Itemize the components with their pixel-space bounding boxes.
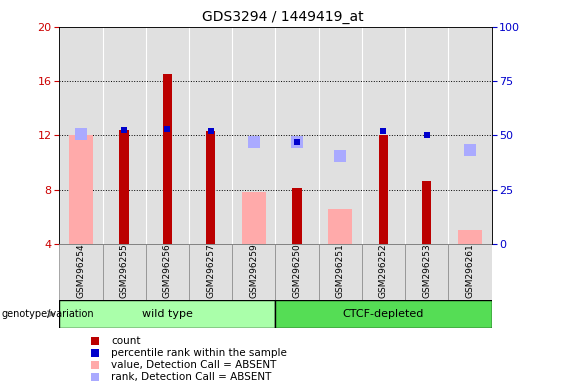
Text: GSM296261: GSM296261 [466, 243, 475, 298]
Bar [189, 244, 232, 300]
Text: GSM296256: GSM296256 [163, 243, 172, 298]
Bar [276, 300, 492, 328]
Bar [405, 244, 449, 300]
Bar [59, 300, 276, 328]
Text: GSM296250: GSM296250 [293, 243, 302, 298]
Bar [276, 244, 319, 300]
Bar [103, 244, 146, 300]
Text: rank, Detection Call = ABSENT: rank, Detection Call = ABSENT [111, 372, 272, 382]
Bar [319, 244, 362, 300]
Bar [458, 230, 482, 244]
Bar [449, 244, 492, 300]
Text: GSM296251: GSM296251 [336, 243, 345, 298]
Bar [59, 244, 103, 300]
Bar [206, 131, 215, 244]
Text: GSM296257: GSM296257 [206, 243, 215, 298]
Bar [292, 188, 302, 244]
Bar [69, 136, 93, 244]
Bar [163, 74, 172, 244]
Text: percentile rank within the sample: percentile rank within the sample [111, 348, 288, 358]
Bar [422, 182, 432, 244]
Bar [328, 209, 352, 244]
Text: GSM296253: GSM296253 [422, 243, 431, 298]
Text: wild type: wild type [142, 309, 193, 319]
Bar [146, 244, 189, 300]
Text: CTCF-depleted: CTCF-depleted [343, 309, 424, 319]
Text: count: count [111, 336, 141, 346]
Bar [362, 244, 405, 300]
Bar [379, 136, 388, 244]
Bar [242, 192, 266, 244]
Bar [119, 130, 129, 244]
Text: GDS3294 / 1449419_at: GDS3294 / 1449419_at [202, 10, 363, 23]
Text: value, Detection Call = ABSENT: value, Detection Call = ABSENT [111, 360, 277, 370]
Bar [232, 244, 276, 300]
Text: GSM296252: GSM296252 [379, 243, 388, 298]
Text: GSM296255: GSM296255 [120, 243, 129, 298]
Text: GSM296254: GSM296254 [76, 243, 85, 298]
Text: GSM296259: GSM296259 [249, 243, 258, 298]
Text: genotype/variation: genotype/variation [2, 309, 94, 319]
